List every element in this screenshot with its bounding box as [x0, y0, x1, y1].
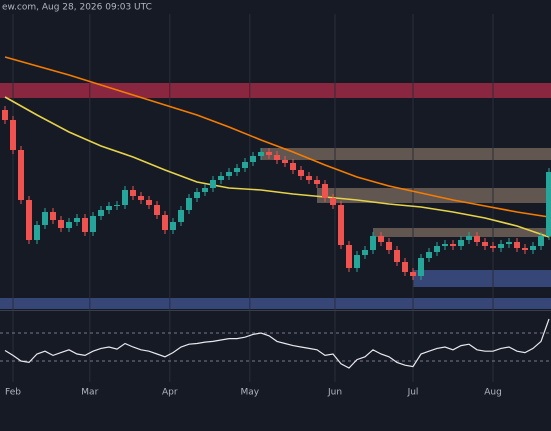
candle-body [410, 272, 416, 276]
candle-body [290, 163, 296, 170]
moving-average [4, 96, 550, 238]
candle-body [466, 236, 472, 240]
x-tick-label: Feb [5, 388, 21, 398]
candle-body [482, 242, 488, 246]
candle-body [474, 236, 480, 242]
candle-body [26, 200, 32, 240]
candle-body [282, 160, 288, 163]
candle-body [18, 150, 24, 200]
candle-body [162, 215, 168, 230]
zone [261, 148, 551, 160]
candle-body [506, 242, 512, 244]
x-tick-label: Jul [407, 388, 419, 398]
candle-body [258, 152, 264, 156]
candle-body [242, 162, 248, 168]
candle-body [346, 245, 352, 268]
zone [0, 83, 551, 98]
candle-body [298, 170, 304, 176]
candle-body [338, 205, 344, 245]
candle-body [50, 212, 56, 220]
rsi-line [4, 318, 550, 369]
candle-body [114, 205, 120, 206]
candle-body [498, 244, 504, 248]
candle-body [202, 188, 208, 192]
candle-body [66, 222, 72, 228]
candle-body [314, 180, 320, 184]
candle-body [490, 246, 496, 248]
candle-body [250, 156, 256, 162]
candle-body [538, 236, 544, 246]
candle-body [74, 218, 80, 222]
candle-body [186, 198, 192, 210]
candle-body [274, 155, 280, 160]
candle-body [354, 255, 360, 268]
candle-body [306, 176, 312, 180]
candle-body [546, 172, 551, 236]
candle-body [34, 225, 40, 240]
candle-body [522, 248, 528, 250]
candle-body [378, 236, 384, 242]
candle-body [530, 246, 536, 250]
candle-body [514, 242, 520, 248]
candle-body [122, 190, 128, 205]
candle-body [90, 216, 96, 232]
candle-body [82, 218, 88, 232]
candle-body [450, 244, 456, 246]
candle-body [10, 120, 16, 150]
candle-body [434, 246, 440, 252]
x-tick-label: Aug [484, 388, 502, 398]
candle-body [266, 152, 272, 155]
candle-body [194, 192, 200, 198]
chart-header: ew.com, Aug 28, 2026 09:03 UTC [2, 3, 152, 13]
candle-body [322, 184, 328, 198]
candle-body [330, 198, 336, 205]
candle-body [130, 190, 136, 196]
candle-body [234, 168, 240, 172]
candle-body [442, 244, 448, 246]
candle-body [394, 250, 400, 262]
candle-body [106, 206, 112, 210]
candle-body [226, 172, 232, 176]
x-tick-label: Mar [81, 388, 98, 398]
candle-body [138, 196, 144, 200]
candle-body [210, 180, 216, 188]
candle-body [42, 212, 48, 225]
x-tick-label: May [240, 388, 259, 398]
zone [373, 228, 551, 237]
candle-body [386, 242, 392, 250]
zone [413, 270, 551, 287]
candle-body [58, 220, 64, 228]
candle-body [178, 210, 184, 222]
moving-average [4, 56, 550, 218]
x-tick-label: Apr [162, 388, 178, 398]
candle-body [370, 236, 376, 250]
candle-body [98, 210, 104, 216]
candle-body [362, 250, 368, 255]
candle-body [418, 258, 424, 276]
candle-body [170, 222, 176, 230]
candle-body [2, 110, 8, 120]
zone [0, 298, 551, 309]
candle-body [218, 176, 224, 180]
candle-body [146, 200, 152, 205]
candle-body [458, 240, 464, 246]
x-tick-label: Jun [327, 388, 342, 398]
candle-body [426, 252, 432, 258]
candle-body [154, 205, 160, 215]
candle-body [402, 262, 408, 272]
